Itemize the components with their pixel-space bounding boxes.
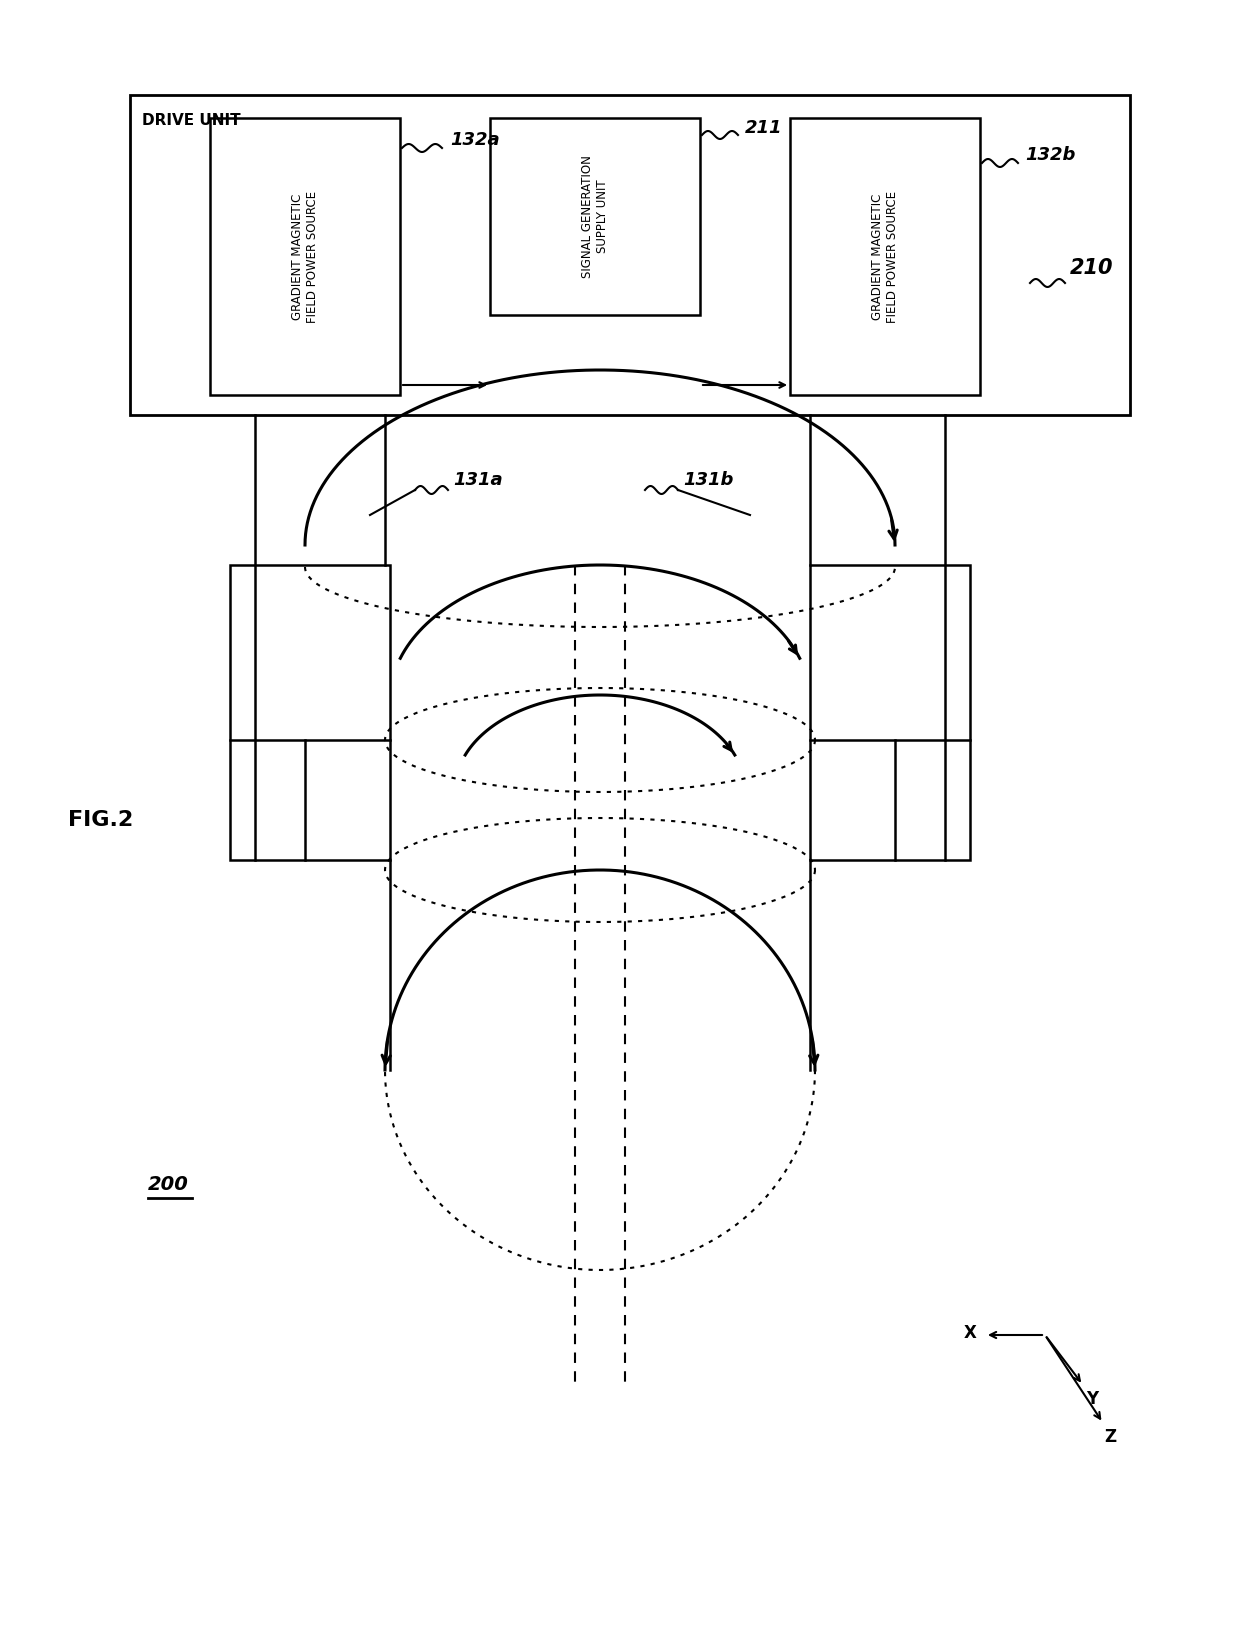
Bar <box>229 566 391 861</box>
Text: 131a: 131a <box>453 471 502 489</box>
Text: GRADIENT MAGNETIC
FIELD POWER SOURCE: GRADIENT MAGNETIC FIELD POWER SOURCE <box>291 191 319 323</box>
Text: FIG.2: FIG.2 <box>68 810 133 830</box>
Text: Y: Y <box>1086 1390 1099 1408</box>
Bar <box>490 117 701 315</box>
Text: SIGNAL GENERATION
SUPPLY UNIT: SIGNAL GENERATION SUPPLY UNIT <box>582 155 609 279</box>
Text: GRADIENT MAGNETIC
FIELD POWER SOURCE: GRADIENT MAGNETIC FIELD POWER SOURCE <box>870 191 899 323</box>
Bar <box>210 117 401 394</box>
Text: Z: Z <box>1104 1428 1116 1446</box>
Text: X: X <box>963 1324 976 1341</box>
Text: 132b: 132b <box>1025 147 1075 165</box>
Bar <box>810 566 970 861</box>
Text: 131b: 131b <box>683 471 733 489</box>
Text: 210: 210 <box>1070 258 1114 279</box>
Bar <box>790 117 980 394</box>
Text: 211: 211 <box>745 119 782 137</box>
Text: 132a: 132a <box>450 130 500 148</box>
Bar <box>130 95 1130 416</box>
Text: 200: 200 <box>148 1175 188 1195</box>
Text: DRIVE UNIT: DRIVE UNIT <box>143 112 241 129</box>
